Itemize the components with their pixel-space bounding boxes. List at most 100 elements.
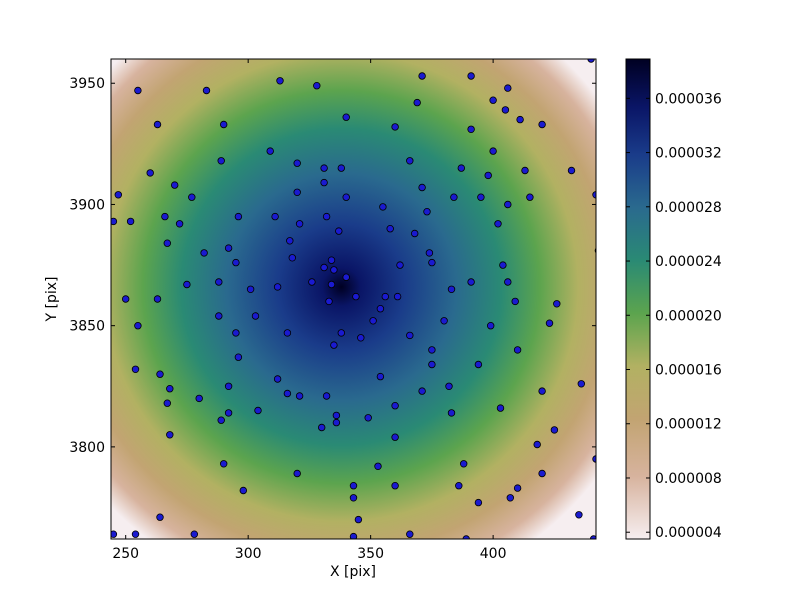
scatter-point xyxy=(295,220,304,228)
scatter-point xyxy=(234,353,243,361)
scatter-point xyxy=(156,513,164,521)
scatter-point xyxy=(266,147,274,155)
scatter-point xyxy=(379,203,387,211)
scatter-point xyxy=(188,193,196,201)
scatter-point xyxy=(457,164,465,172)
scatter-point xyxy=(391,402,399,410)
scatter-point xyxy=(215,312,223,320)
scatter-point xyxy=(406,157,414,165)
scatter-point xyxy=(592,191,596,199)
scatter-point xyxy=(369,317,377,325)
scatter-point xyxy=(445,382,453,390)
scatter-point xyxy=(425,249,434,257)
scatter-point xyxy=(462,535,470,539)
x-tick-label: 300 xyxy=(235,546,262,562)
scatter-point xyxy=(489,147,497,155)
scatter-point xyxy=(318,423,326,432)
colorbar-tick-label: 0.000008 xyxy=(655,471,722,487)
y-tick-label: 3900 xyxy=(69,197,105,213)
colorbar-tick-label: 0.000004 xyxy=(655,525,722,541)
scatter-point xyxy=(114,191,122,199)
scatter-point xyxy=(121,295,130,303)
scatter-point xyxy=(413,98,421,107)
scatter-point xyxy=(273,283,282,291)
colorbar-tick-label: 0.000020 xyxy=(655,308,722,324)
scatter-point xyxy=(349,482,358,490)
scatter-point xyxy=(545,319,554,327)
scatter-point xyxy=(325,297,333,306)
scatter-point xyxy=(286,237,294,245)
scatter-point xyxy=(494,220,502,228)
scatter-point xyxy=(246,285,255,293)
scatter-point xyxy=(553,300,561,308)
scatter-point xyxy=(271,212,279,221)
scatter-point xyxy=(320,164,328,172)
scatter-point xyxy=(477,193,485,201)
y-tick-label: 3800 xyxy=(69,440,105,456)
scatter-point xyxy=(327,280,336,289)
y-tick-label: 3850 xyxy=(69,319,105,335)
scatter-point xyxy=(474,360,483,369)
scatter-point xyxy=(501,106,510,114)
scatter-point xyxy=(330,341,338,349)
scatter-point xyxy=(163,239,171,247)
scatter-point xyxy=(538,120,546,129)
scatter-point xyxy=(496,404,505,412)
scatter-point xyxy=(349,532,358,539)
scatter-point xyxy=(418,72,426,80)
scatter-point xyxy=(374,462,382,470)
scatter-point xyxy=(440,317,448,325)
colorbar-tick-label: 0.000024 xyxy=(655,254,722,270)
scatter-point xyxy=(381,292,389,301)
scatter-point xyxy=(232,258,240,267)
scatter-point xyxy=(153,120,162,129)
scatter-point xyxy=(337,329,345,337)
scatter-point xyxy=(504,84,512,92)
colorbar-ticks: 0.000004 0.000008 0.000012 0.000016 0.000020… xyxy=(626,91,722,541)
scatter-point xyxy=(575,511,583,519)
colorbar-tick-label: 0.000036 xyxy=(655,91,722,107)
scatter-point xyxy=(337,164,345,172)
scatter-point xyxy=(251,312,260,320)
scatter-point xyxy=(217,157,225,165)
scatter-point xyxy=(391,123,399,131)
scatter-point xyxy=(450,193,458,201)
scatter-point xyxy=(484,171,492,180)
scatter-point xyxy=(183,280,191,289)
scatter-point xyxy=(406,530,414,538)
scatter-point xyxy=(320,178,328,187)
scatter-point xyxy=(134,86,142,95)
scatter-point xyxy=(342,273,350,281)
scatter-point xyxy=(349,494,358,502)
scatter-point xyxy=(131,530,140,538)
scatter-point xyxy=(217,416,225,424)
scatter-point xyxy=(364,414,372,422)
scatter-point xyxy=(511,297,519,306)
colorbar: 0.000004 0.000008 0.000012 0.000016 0.000020… xyxy=(625,58,722,541)
scatter-point xyxy=(499,261,507,269)
scatter-point xyxy=(533,440,541,449)
scatter-point xyxy=(376,372,385,381)
scatter-point xyxy=(460,460,468,468)
scatter-point xyxy=(526,193,534,201)
scatter-point xyxy=(308,278,316,286)
y-tick-label: 3950 xyxy=(69,76,105,92)
scatter-point xyxy=(190,530,198,538)
scatter-point xyxy=(577,380,585,388)
scatter-point xyxy=(550,426,559,434)
scatter-point xyxy=(166,431,174,439)
scatter-point xyxy=(393,292,402,301)
scatter-point xyxy=(288,254,296,262)
scatter-point xyxy=(332,411,341,420)
scatter-point xyxy=(322,392,331,400)
scatter-point xyxy=(254,406,262,415)
scatter-point xyxy=(396,261,404,269)
scatter-point xyxy=(293,469,301,478)
scatter-point xyxy=(163,399,171,407)
scatter-point xyxy=(513,346,522,354)
scatter-point xyxy=(428,346,436,354)
x-tick-label: 350 xyxy=(357,546,384,562)
scatter-point xyxy=(293,159,301,167)
scatter-point xyxy=(391,482,399,490)
scatter-point xyxy=(224,244,233,252)
